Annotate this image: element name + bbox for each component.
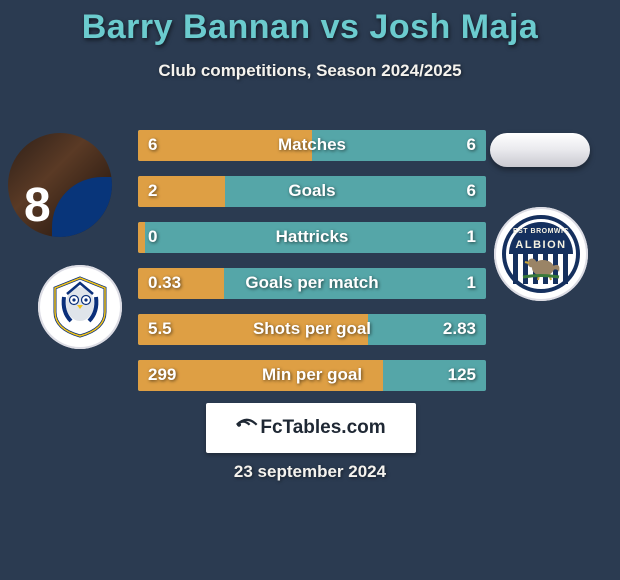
branding-text: FcTables.com xyxy=(260,417,385,439)
stat-row: 0Hattricks1 xyxy=(138,222,486,253)
jersey-corner xyxy=(52,177,112,237)
player-b-column: EST BROMWIC ALBION xyxy=(490,133,600,301)
player-b-club-crest: EST BROMWIC ALBION xyxy=(494,207,588,301)
branding-badge[interactable]: FcTables.com xyxy=(206,403,416,453)
stat-value-right: 2.83 xyxy=(443,319,476,339)
comparison-card: Barry Bannan vs Josh Maja Club competiti… xyxy=(0,8,620,580)
svg-text:EST BROMWIC: EST BROMWIC xyxy=(513,228,569,235)
player-a-club-crest xyxy=(38,265,122,349)
stat-row: 6Matches6 xyxy=(138,130,486,161)
stat-label: Matches xyxy=(138,135,486,155)
player-a-avatar: 8 xyxy=(8,133,112,237)
stat-row: 2Goals6 xyxy=(138,176,486,207)
stat-value-right: 125 xyxy=(448,365,476,385)
stat-label: Hattricks xyxy=(138,227,486,247)
jersey-number: 8 xyxy=(24,178,51,233)
stat-value-right: 6 xyxy=(467,181,476,201)
stats-table: 6Matches62Goals60Hattricks10.33Goals per… xyxy=(138,130,486,406)
signal-icon xyxy=(231,412,260,441)
subtitle: Club competitions, Season 2024/2025 xyxy=(0,61,620,81)
player-a-name: Barry Bannan xyxy=(82,8,311,46)
stat-value-right: 1 xyxy=(467,227,476,247)
owl-crest-icon xyxy=(47,274,113,340)
stat-label: Shots per goal xyxy=(138,319,486,339)
stat-value-right: 1 xyxy=(467,273,476,293)
stat-row: 5.5Shots per goal2.83 xyxy=(138,314,486,345)
albion-crest-icon: EST BROMWIC ALBION xyxy=(501,214,581,294)
player-b-name: Josh Maja xyxy=(369,8,538,46)
stat-row: 0.33Goals per match1 xyxy=(138,268,486,299)
player-a-column: 8 xyxy=(8,133,123,349)
stat-row: 299Min per goal125 xyxy=(138,360,486,391)
stat-label: Min per goal xyxy=(138,365,486,385)
vs-label: vs xyxy=(321,8,360,46)
stat-label: Goals xyxy=(138,181,486,201)
svg-text:ALBION: ALBION xyxy=(515,239,566,251)
stat-value-right: 6 xyxy=(467,135,476,155)
player-b-avatar xyxy=(490,133,590,167)
date-label: 23 september 2024 xyxy=(0,462,620,482)
stat-label: Goals per match xyxy=(138,273,486,293)
page-title: Barry Bannan vs Josh Maja xyxy=(0,8,620,47)
